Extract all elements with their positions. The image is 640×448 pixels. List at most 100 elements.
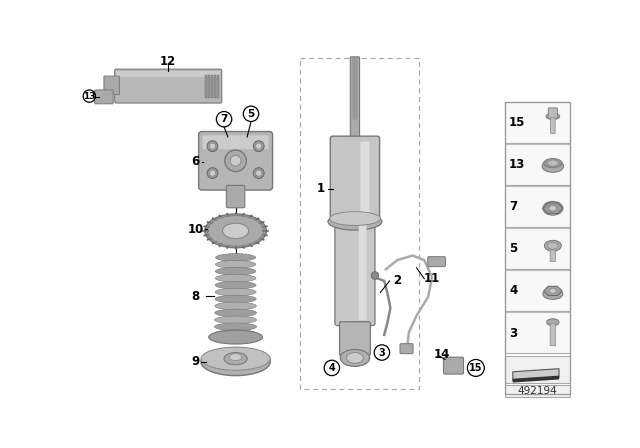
Ellipse shape (549, 206, 557, 211)
Ellipse shape (216, 267, 256, 275)
Ellipse shape (216, 254, 255, 261)
FancyBboxPatch shape (95, 90, 113, 104)
Text: 4: 4 (328, 363, 335, 373)
Text: 3: 3 (378, 348, 385, 358)
Ellipse shape (223, 223, 249, 238)
Circle shape (371, 271, 379, 280)
Ellipse shape (215, 288, 256, 296)
Text: 1: 1 (316, 182, 324, 195)
FancyBboxPatch shape (428, 257, 445, 267)
Ellipse shape (547, 242, 558, 249)
Circle shape (253, 141, 264, 151)
Text: 5: 5 (248, 109, 255, 119)
FancyBboxPatch shape (550, 323, 556, 346)
Ellipse shape (340, 349, 369, 366)
Ellipse shape (201, 348, 270, 375)
Ellipse shape (230, 353, 242, 361)
FancyBboxPatch shape (198, 132, 273, 190)
Ellipse shape (215, 302, 257, 310)
Text: 11: 11 (424, 272, 440, 285)
FancyBboxPatch shape (359, 225, 367, 320)
Polygon shape (116, 71, 220, 77)
Ellipse shape (215, 281, 256, 289)
Text: 7: 7 (509, 200, 517, 213)
Text: 15: 15 (509, 116, 525, 129)
Text: 10: 10 (188, 223, 204, 236)
Polygon shape (513, 375, 559, 383)
Text: 14: 14 (434, 348, 450, 361)
FancyBboxPatch shape (227, 185, 245, 208)
FancyBboxPatch shape (400, 344, 413, 353)
FancyBboxPatch shape (214, 74, 216, 98)
FancyBboxPatch shape (360, 142, 369, 220)
Ellipse shape (216, 261, 256, 268)
Ellipse shape (201, 347, 270, 370)
Text: 13: 13 (509, 158, 525, 171)
Ellipse shape (214, 330, 257, 337)
Text: 4: 4 (509, 284, 517, 297)
Ellipse shape (205, 214, 266, 248)
Ellipse shape (543, 159, 562, 168)
FancyBboxPatch shape (550, 117, 555, 134)
Circle shape (230, 155, 241, 166)
FancyBboxPatch shape (211, 74, 213, 98)
FancyBboxPatch shape (330, 136, 380, 225)
FancyBboxPatch shape (505, 385, 570, 397)
Text: 492194: 492194 (518, 386, 557, 396)
Text: 15: 15 (469, 363, 483, 373)
Text: 3: 3 (509, 327, 517, 340)
FancyBboxPatch shape (115, 69, 221, 103)
Circle shape (207, 168, 218, 178)
Circle shape (253, 168, 264, 178)
Text: 7: 7 (220, 114, 228, 124)
Ellipse shape (224, 353, 247, 365)
Ellipse shape (549, 289, 556, 293)
Circle shape (209, 170, 216, 176)
Polygon shape (543, 286, 562, 296)
FancyBboxPatch shape (340, 322, 371, 356)
Ellipse shape (328, 213, 382, 230)
Ellipse shape (543, 289, 563, 299)
FancyBboxPatch shape (208, 74, 210, 98)
Circle shape (225, 150, 246, 172)
Ellipse shape (346, 353, 364, 363)
FancyBboxPatch shape (104, 76, 119, 95)
Polygon shape (513, 369, 559, 381)
FancyBboxPatch shape (217, 74, 220, 98)
Text: 8: 8 (191, 290, 200, 303)
Text: 5: 5 (509, 242, 517, 255)
Ellipse shape (209, 330, 262, 344)
FancyBboxPatch shape (550, 250, 556, 262)
FancyBboxPatch shape (505, 144, 570, 185)
FancyBboxPatch shape (352, 57, 358, 120)
Text: 13: 13 (83, 91, 95, 101)
FancyBboxPatch shape (505, 228, 570, 269)
Ellipse shape (215, 295, 256, 303)
Circle shape (207, 141, 218, 151)
Ellipse shape (214, 316, 257, 323)
Polygon shape (543, 203, 563, 214)
Ellipse shape (543, 201, 563, 215)
FancyBboxPatch shape (350, 57, 360, 139)
Ellipse shape (542, 160, 564, 172)
Ellipse shape (330, 211, 380, 225)
Ellipse shape (215, 275, 256, 282)
FancyBboxPatch shape (548, 108, 557, 119)
Ellipse shape (545, 241, 561, 251)
Circle shape (255, 170, 262, 176)
FancyBboxPatch shape (505, 312, 570, 353)
Ellipse shape (547, 319, 559, 326)
FancyBboxPatch shape (202, 135, 269, 149)
Circle shape (209, 143, 216, 149)
Text: 9: 9 (191, 355, 200, 368)
Ellipse shape (546, 113, 560, 120)
Ellipse shape (214, 323, 257, 331)
FancyBboxPatch shape (505, 185, 570, 227)
FancyBboxPatch shape (505, 102, 570, 143)
FancyBboxPatch shape (444, 357, 463, 374)
FancyBboxPatch shape (335, 220, 375, 326)
Circle shape (255, 143, 262, 149)
Ellipse shape (215, 309, 257, 317)
FancyBboxPatch shape (505, 356, 570, 383)
Text: 6: 6 (191, 155, 200, 168)
